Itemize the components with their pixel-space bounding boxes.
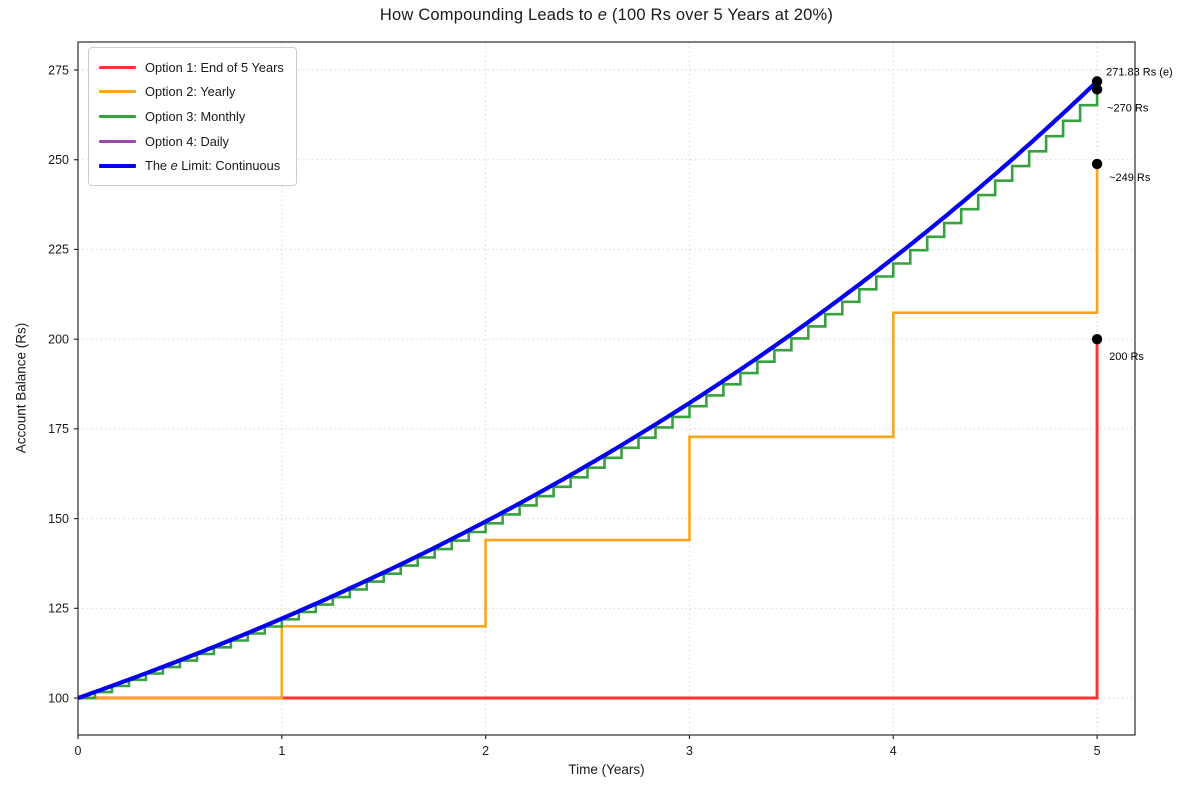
legend-item-2: Option 2: Yearly — [99, 80, 284, 105]
annotation-label: 271.83 Rs (e) — [1106, 66, 1173, 78]
chart-title-post: (100 Rs over 5 Years at 20%) — [607, 6, 834, 24]
chart-title: How Compounding Leads to e (100 Rs over … — [78, 6, 1135, 25]
legend-line-sample — [99, 90, 136, 94]
chart-title-pre: How Compounding Leads to — [379, 6, 598, 24]
x-tick-label: 4 — [890, 744, 897, 758]
legend-label: Option 2: Yearly — [145, 84, 236, 100]
endpoint-dot — [1091, 333, 1103, 345]
annotation-label: ~270 Rs — [1107, 102, 1149, 114]
legend-item-1: Option 1: End of 5 Years — [99, 55, 284, 80]
series-line-2 — [78, 163, 1099, 700]
y-tick-label: 125 — [48, 602, 69, 616]
legend-item-4: Option 4: Daily — [99, 129, 284, 154]
x-tick-label: 1 — [278, 744, 285, 758]
legend-label: Option 3: Monthly — [145, 108, 246, 124]
annotation-label: 200 Rs — [1109, 351, 1144, 363]
legend-line-sample — [99, 65, 136, 69]
y-tick-label: 175 — [48, 422, 69, 436]
y-axis-label: Account Balance (Rs) — [13, 322, 29, 454]
x-tick-label: 5 — [1094, 744, 1101, 758]
endpoint-dot — [1091, 84, 1103, 95]
legend-label: Option 4: Daily — [145, 133, 229, 149]
chart-title-e: e — [597, 6, 608, 24]
legend-line-sample — [99, 139, 136, 143]
legend-label: Option 1: End of 5 Years — [145, 59, 284, 75]
y-tick-label: 200 — [48, 332, 69, 346]
series-line-1 — [78, 339, 1099, 700]
x-axis-label: Time (Years) — [568, 762, 645, 777]
tick-layer: 0 1 2 3 4 5 100 125 150 175 200 225 250 275 — [48, 63, 1100, 758]
y-tick-label: 250 — [48, 153, 69, 167]
legend: Option 1: End of 5 Years Option 2: Yearly… — [88, 47, 297, 186]
x-tick-label: 0 — [75, 744, 82, 758]
y-tick-label: 225 — [48, 243, 69, 257]
y-tick-label: 275 — [48, 63, 69, 77]
annotation-label: ~249 Rs — [1109, 172, 1151, 184]
series-line-5 — [77, 79, 1099, 700]
y-tick-label: 100 — [48, 691, 69, 705]
legend-line-sample — [99, 163, 136, 168]
legend-item-3: Option 3: Monthly — [99, 104, 284, 129]
legend-label: The e Limit: Continuous — [145, 158, 281, 174]
endpoint-dot — [1091, 158, 1103, 170]
axes-spines — [77, 41, 1136, 736]
x-tick-label: 3 — [686, 744, 693, 758]
legend-line-sample — [99, 114, 136, 118]
annotation-layer: 271.83 Rs (e) ~270 Rs ~249 Rs 200 Rs — [1091, 66, 1173, 363]
legend-item-5: The e Limit: Continuous — [99, 153, 284, 178]
y-tick-label: 150 — [48, 512, 69, 526]
x-tick-label: 2 — [482, 744, 489, 758]
endpoint-dot — [1091, 76, 1103, 87]
